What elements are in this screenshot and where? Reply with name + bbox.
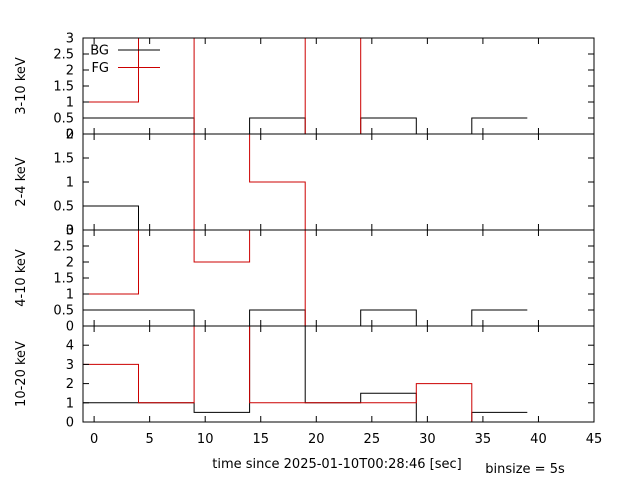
x-tick-label: 10	[197, 432, 214, 447]
legend: BG FG	[90, 44, 160, 76]
legend-label-bg: BG	[90, 44, 109, 59]
y-tick-label: 1	[66, 396, 74, 411]
x-tick-label: 35	[475, 432, 492, 447]
y-tick-label: 3	[66, 224, 74, 239]
y-tick-label: 0.5	[53, 112, 74, 127]
panel-4: 0 1 2 3 4 10-20 keV	[14, 325, 595, 431]
x-tick-label: 5	[146, 432, 154, 447]
x-tick-label: 15	[252, 432, 269, 447]
y-tick-label: 2	[66, 377, 74, 392]
panel-2: 0 0.5 1 1.5 2 2-4 keV	[14, 128, 595, 239]
y-axis-label: 2-4 keV	[14, 157, 29, 206]
panel-frame	[82, 229, 595, 327]
y-tick-label: 3	[66, 358, 74, 373]
x-tick-label: 20	[308, 432, 325, 447]
y-tick-label: 2	[66, 64, 74, 79]
y-axis-label: 10-20 keV	[14, 341, 29, 407]
y-tick-label: 0.5	[53, 304, 74, 319]
panel-frame	[82, 133, 595, 231]
series-line-bg	[83, 326, 528, 422]
y-tick-label: 0	[66, 320, 74, 335]
series-line-bg	[83, 309, 528, 326]
x-tick-label: 0	[90, 432, 98, 447]
y-tick-label: 3	[66, 32, 74, 47]
y-axis-label: 4-10 keV	[14, 249, 29, 307]
x-tick-label: 30	[419, 432, 436, 447]
y-tick-label: 0.5	[53, 200, 74, 215]
x-axis-ticks: 0 5 10 15 20 25 30 35 40 45	[90, 432, 602, 447]
series-line-fg	[83, 134, 528, 230]
y-tick-label: 2	[66, 256, 74, 271]
y-tick-label: 2.5	[53, 240, 74, 255]
y-tick-label: 1.5	[53, 152, 74, 167]
series-line-fg	[83, 326, 528, 422]
y-tick-label: 2	[66, 128, 74, 143]
y-tick-label: 2.5	[53, 48, 74, 63]
x-tick-label: 40	[530, 432, 547, 447]
y-tick-label: 1	[66, 288, 74, 303]
y-tick-label: 1	[66, 96, 74, 111]
y-tick-label: 0	[66, 416, 74, 431]
y-axis-label: 3-10 keV	[14, 57, 29, 115]
panel-frame	[82, 37, 595, 135]
series-line-bg	[83, 205, 528, 230]
x-axis-label: time since 2025-01-10T00:28:46 [sec]	[212, 457, 461, 472]
series-line-fg	[83, 38, 528, 134]
series-line-fg	[83, 230, 528, 326]
x-tick-label: 45	[586, 432, 603, 447]
y-tick-label: 4	[66, 339, 74, 354]
binsize-annotation: binsize = 5s	[485, 462, 565, 477]
y-tick-label: 1.5	[53, 272, 74, 287]
panel-frame	[82, 325, 595, 423]
y-tick-label: 1	[66, 176, 74, 191]
y-tick-label: 0	[66, 224, 74, 239]
x-tick-label: 25	[364, 432, 381, 447]
y-tick-label: 0	[66, 128, 74, 143]
panel-3: 00.511.522.534-10 keV	[14, 224, 595, 335]
legend-label-fg: FG	[91, 61, 109, 76]
y-tick-label: 1.5	[53, 80, 74, 95]
panel-1: 00.511.522.533-10 keV	[14, 32, 595, 143]
